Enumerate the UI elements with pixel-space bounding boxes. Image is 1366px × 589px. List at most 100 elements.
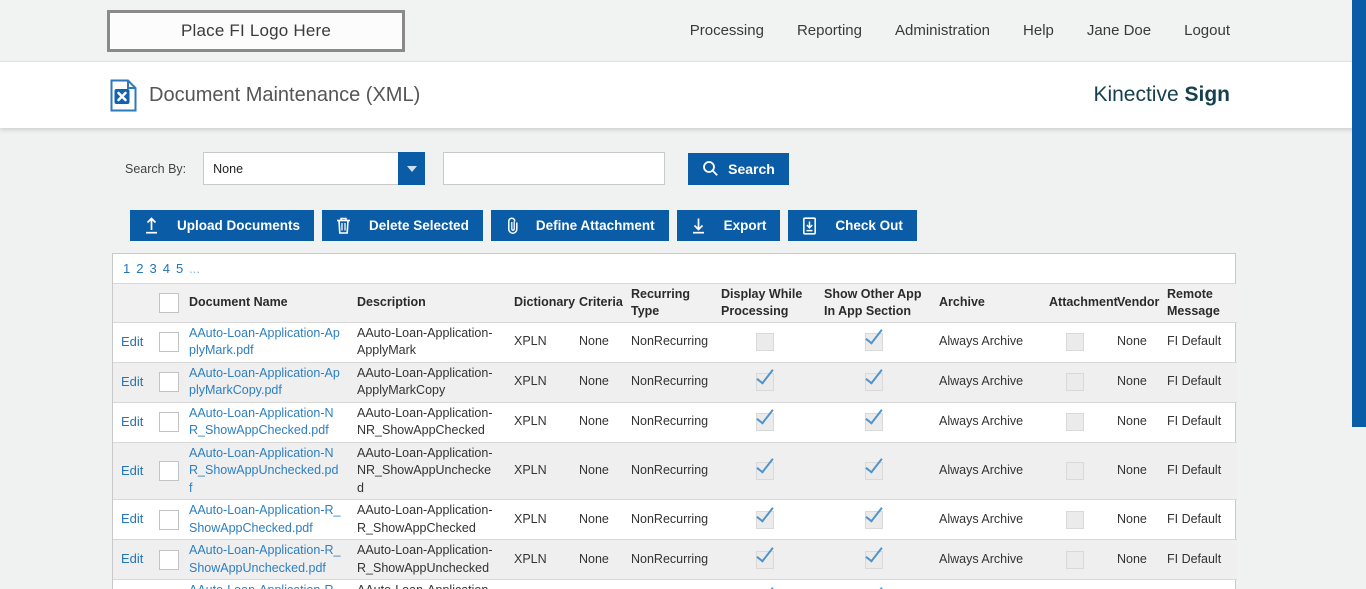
export-button[interactable]: Export xyxy=(676,210,781,241)
display-while-processing-cell xyxy=(713,362,816,402)
show-other-app-checkbox[interactable] xyxy=(864,365,883,391)
display-while-processing-checkbox[interactable] xyxy=(755,454,774,480)
attachment-checkbox[interactable] xyxy=(1066,461,1084,480)
row-select-checkbox[interactable] xyxy=(159,460,179,481)
document-name-link[interactable]: AAuto-Loan-Application-R_ShowAppChecked.… xyxy=(189,503,341,535)
nav-item-logout[interactable]: Logout xyxy=(1184,22,1230,39)
recurring-type-cell: NonRecurring xyxy=(623,580,713,589)
show-other-app-checkbox[interactable] xyxy=(864,325,883,351)
page-link-3[interactable]: 3 xyxy=(149,261,157,276)
page-link-1[interactable]: 1 xyxy=(123,261,131,276)
vertical-scrollbar[interactable] xyxy=(1352,0,1366,427)
xml-document-icon xyxy=(110,79,137,111)
col-document-name: Document Name xyxy=(189,295,288,310)
nav-item-administration[interactable]: Administration xyxy=(894,22,991,39)
page-link-2[interactable]: 2 xyxy=(136,261,144,276)
remote-message-cell: FI Default xyxy=(1167,551,1222,566)
display-while-processing-checkbox[interactable] xyxy=(755,365,774,391)
display-while-processing-cell xyxy=(713,580,816,589)
table-row: Edit AAuto-Loan-Application-ApplyMark.pdf… xyxy=(113,322,1237,362)
page-link-4[interactable]: 4 xyxy=(162,261,170,276)
description-cell: AAuto-Loan-Application-ApplyMark xyxy=(357,325,493,358)
page-link-5[interactable]: 5 xyxy=(175,261,184,276)
show-other-app-checkbox[interactable] xyxy=(864,502,883,529)
header-select-all-cell xyxy=(151,284,181,322)
recurring-type-cell: NonRecurring xyxy=(631,551,709,566)
search-button-label: Search xyxy=(728,160,775,177)
edit-cell: Edit xyxy=(113,402,151,442)
show-other-app-checkbox[interactable] xyxy=(864,542,883,569)
delete-selected-button[interactable]: Delete Selected xyxy=(322,210,483,241)
vendor-cell: None xyxy=(1117,414,1147,429)
document-name-link[interactable]: AAuto-Loan-Application-RS-AFD731-test.pd… xyxy=(189,582,341,589)
edit-link[interactable]: Edit xyxy=(121,333,144,349)
attachment-checkbox[interactable] xyxy=(1066,510,1084,529)
row-select-checkbox[interactable] xyxy=(159,372,179,392)
fi-logo-text: Place FI Logo Here xyxy=(180,20,332,40)
row-select-checkbox[interactable] xyxy=(159,412,179,432)
show-other-app-checkbox[interactable] xyxy=(864,405,883,431)
upload-documents-button[interactable]: Upload Documents xyxy=(130,210,315,241)
main-nav: Processing Reporting Administration Help Jan… xyxy=(657,22,1230,39)
search-button[interactable]: Search xyxy=(688,152,789,185)
edit-link[interactable]: Edit xyxy=(121,551,144,567)
documents-table-container: 1 2 3 4 5... Document Name Description Dicti… xyxy=(112,253,1237,589)
checkout-icon xyxy=(802,216,826,235)
document-name-link[interactable]: AAuto-Loan-Application-ApplyMark.pdf xyxy=(189,325,340,358)
search-input[interactable] xyxy=(443,152,666,185)
row-select-checkbox[interactable] xyxy=(159,509,179,530)
pagination: 1 2 3 4 5... xyxy=(113,254,1235,284)
nav-item-help[interactable]: Help xyxy=(1023,22,1054,39)
check-icon xyxy=(864,454,883,474)
edit-link[interactable]: Edit xyxy=(121,413,144,429)
check-out-button[interactable]: Check Out xyxy=(788,210,917,241)
attachment-cell xyxy=(1041,500,1109,540)
recurring-type-cell: NonRecurring xyxy=(631,414,709,429)
attachment-checkbox[interactable] xyxy=(1066,373,1084,391)
description-cell: AAuto-Loan-Application-ApplyMarkCopy xyxy=(357,365,493,398)
nav-item-reporting[interactable]: Reporting xyxy=(796,22,862,39)
display-while-processing-checkbox[interactable] xyxy=(755,405,774,431)
display-while-processing-checkbox[interactable] xyxy=(755,502,774,529)
col-criteria: Criteria xyxy=(579,295,623,310)
document-name-cell: AAuto-Loan-Application-ApplyMark.pdf xyxy=(181,322,349,362)
attachment-checkbox[interactable] xyxy=(1066,550,1084,569)
attachment-checkbox[interactable] xyxy=(1066,413,1084,431)
show-other-app-checkbox[interactable] xyxy=(864,454,883,480)
dropdown-arrow-button[interactable] xyxy=(398,152,426,185)
header-edit-column xyxy=(113,284,151,322)
edit-link[interactable]: Edit xyxy=(121,511,144,527)
edit-link[interactable]: Edit xyxy=(121,373,144,389)
display-while-processing-checkbox[interactable] xyxy=(755,542,774,569)
search-by-dropdown[interactable]: None xyxy=(203,152,426,185)
nav-item-jane-doe[interactable]: Jane Doe xyxy=(1086,22,1152,39)
remote-message-cell: FI Default xyxy=(1167,463,1222,477)
display-while-processing-checkbox[interactable] xyxy=(755,333,774,351)
action-button-label: Delete Selected xyxy=(369,218,469,233)
define-attachment-button[interactable]: Define Attachment xyxy=(490,210,669,241)
edit-link[interactable]: Edit xyxy=(121,462,144,478)
check-icon xyxy=(864,325,883,345)
col-attachment: Attachment xyxy=(1049,295,1118,310)
document-name-link[interactable]: AAuto-Loan-Application-R_ShowAppUnchecke… xyxy=(189,543,341,575)
document-name-link[interactable]: AAuto-Loan-Application-ApplyMarkCopy.pdf xyxy=(189,365,340,398)
brand-name: Kinective xyxy=(1093,83,1179,106)
row-select-cell xyxy=(151,580,181,589)
select-all-checkbox[interactable] xyxy=(159,292,179,313)
document-name-cell: AAuto-Loan-Application-R_ShowAppChecked.… xyxy=(181,500,349,540)
attachment-cell xyxy=(1041,540,1109,580)
attachment-checkbox[interactable] xyxy=(1066,333,1084,351)
vendor-cell: None xyxy=(1117,463,1147,477)
document-name-cell: AAuto-Loan-Application-NR_ShowAppChecked… xyxy=(181,402,349,442)
row-select-checkbox[interactable] xyxy=(159,549,179,570)
criteria-cell: None xyxy=(579,374,609,389)
row-select-cell xyxy=(151,322,181,362)
document-name-link[interactable]: AAuto-Loan-Application-NR_ShowAppUncheck… xyxy=(189,445,339,495)
attachment-cell xyxy=(1041,442,1109,500)
archive-cell: Always Archive xyxy=(939,511,1024,526)
document-name-cell: AAuto-Loan-Application-ApplyMarkCopy.pdf xyxy=(181,362,349,402)
document-name-link[interactable]: AAuto-Loan-Application-NR_ShowAppChecked… xyxy=(189,405,334,438)
action-button-label: Upload Documents xyxy=(177,218,301,233)
nav-item-processing[interactable]: Processing xyxy=(689,22,764,39)
row-select-checkbox[interactable] xyxy=(159,332,179,352)
